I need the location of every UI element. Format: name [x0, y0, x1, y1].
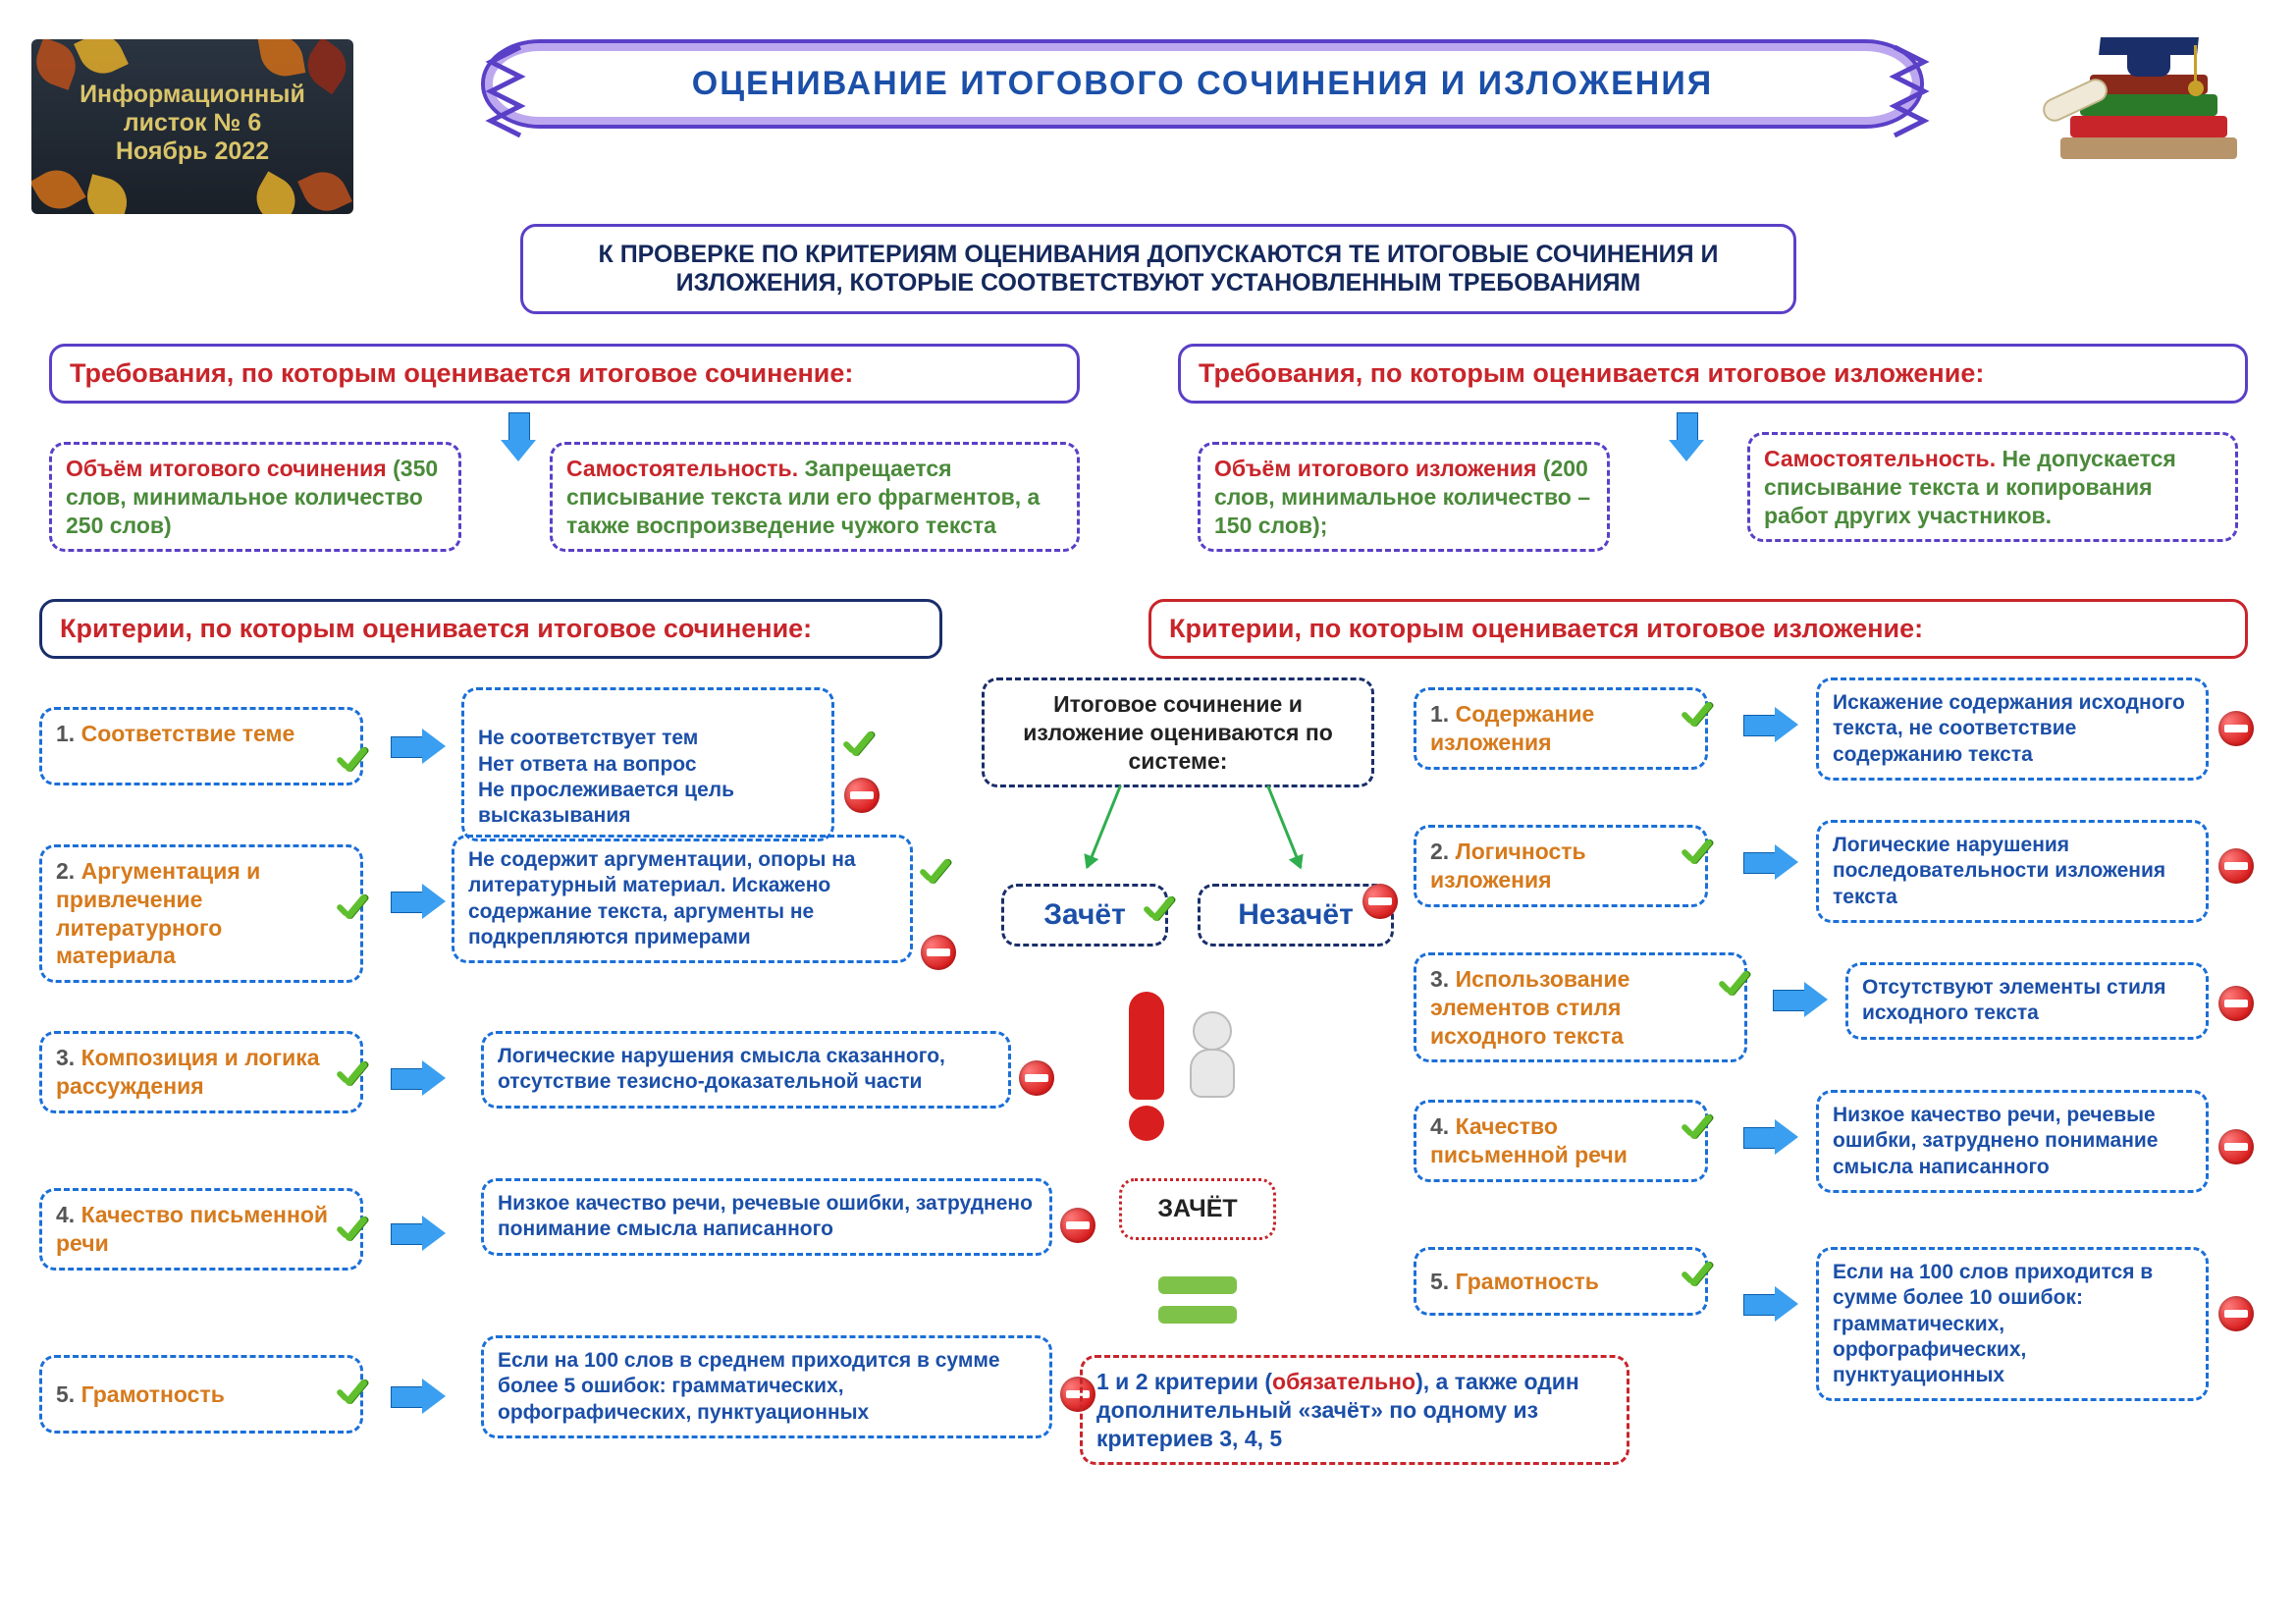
left-c2: 2. Аргументация и привлечение литературн…	[39, 844, 363, 983]
badge-line1: Информационный	[41, 81, 344, 109]
check-icon	[330, 1056, 373, 1100]
check-icon	[836, 727, 880, 770]
right-c2-fail: Логические нарушения последовательности …	[1816, 820, 2209, 923]
info-badge: Информационный листок № 6 Ноябрь 2022	[31, 39, 353, 214]
center-zachet: ЗАЧЁТ	[1119, 1178, 1276, 1240]
check-icon	[1675, 835, 1718, 878]
left-c5: 5. Грамотность	[39, 1355, 363, 1434]
ribbon-left-zigzag	[461, 37, 530, 155]
equals-icon	[1158, 1276, 1237, 1294]
check-icon	[1675, 1257, 1718, 1300]
right-c1-fail: Искажение содержания исходного текста, н…	[1816, 677, 2209, 781]
right-volume-box: Объём итогового изложения (200 слов, мин…	[1198, 442, 1610, 552]
left-c4-fail: Низкое качество речи, речевые ошибки, за…	[481, 1178, 1052, 1256]
left-c1: 1. Соответствие теме	[39, 707, 363, 785]
center-rule: 1 и 2 критерии (обязательно), а также од…	[1080, 1355, 1629, 1465]
right-c2: 2. Логичность изложения	[1414, 825, 1708, 907]
noentry-icon	[2218, 711, 2254, 746]
left-req-title: Требования, по которым оценивается итого…	[49, 344, 1080, 404]
check-icon	[913, 854, 956, 897]
check-icon	[330, 742, 373, 785]
right-crit-title: Критерии, по которым оценивается итогово…	[1148, 599, 2248, 659]
right-c5-fail: Если на 100 слов приходится в сумме боле…	[1816, 1247, 2209, 1401]
right-c3-fail: Отсутствуют элементы стиля исходного тек…	[1845, 962, 2209, 1040]
left-c5-fail: Если на 100 слов в среднем приходится в …	[481, 1335, 1052, 1438]
check-icon	[1712, 966, 1755, 1009]
left-c2-fail: Не содержит аргументации, опоры на литер…	[452, 835, 913, 963]
noentry-icon	[2218, 848, 2254, 884]
page-title: ОЦЕНИВАНИЕ ИТОГОВОГО СОЧИНЕНИЯ И ИЗЛОЖЕН…	[692, 65, 1713, 102]
noentry-icon	[1362, 884, 1398, 919]
intro-text: К ПРОВЕРКЕ ПО КРИТЕРИЯМ ОЦЕНИВАНИЯ ДОПУС…	[598, 241, 1718, 297]
noentry-icon	[1019, 1060, 1054, 1096]
right-c4-fail: Низкое качество речи, речевые ошибки, за…	[1816, 1090, 2209, 1193]
left-crit-title: Критерии, по которым оценивается итогово…	[39, 599, 942, 659]
badge-line2: листок № 6	[41, 109, 344, 137]
ribbon-right-zigzag	[1885, 37, 1953, 155]
equals-icon	[1158, 1306, 1237, 1324]
check-icon	[330, 1375, 373, 1418]
exclamation-icon	[1129, 992, 1164, 1100]
left-c1-fail: Не соответствует тем Нет ответа на вопро…	[461, 687, 834, 841]
noentry-icon	[2218, 986, 2254, 1021]
check-icon	[330, 890, 373, 933]
right-c3: 3. Использование элементов стиля исходно…	[1414, 952, 1747, 1062]
intro-box: К ПРОВЕРКЕ ПО КРИТЕРИЯМ ОЦЕНИВАНИЯ ДОПУС…	[520, 224, 1796, 314]
title-ribbon: ОЦЕНИВАНИЕ ИТОГОВОГО СОЧИНЕНИЯ И ИЗЛОЖЕН…	[481, 39, 1924, 129]
check-icon	[330, 1212, 373, 1255]
left-c3: 3. Композиция и логика рассуждения	[39, 1031, 363, 1113]
right-req-title: Требования, по которым оценивается итого…	[1178, 344, 2248, 404]
left-c3-fail: Логические нарушения смысла сказанного, …	[481, 1031, 1011, 1109]
check-icon	[1137, 892, 1180, 935]
noentry-icon	[2218, 1296, 2254, 1331]
noentry-icon	[1060, 1208, 1095, 1243]
left-ind-red: Самостоятельность.	[566, 456, 798, 481]
check-icon	[1675, 697, 1718, 740]
right-c5: 5. Грамотность	[1414, 1247, 1708, 1316]
center-system: Итоговое сочинение и изложение оценивают…	[982, 677, 1374, 787]
right-c4: 4. Качество письменной речи	[1414, 1100, 1708, 1182]
badge-line3: Ноябрь 2022	[41, 137, 344, 166]
books-icon	[2021, 20, 2267, 216]
noentry-icon	[921, 935, 956, 970]
right-c1: 1. Содержание изложения	[1414, 687, 1708, 770]
left-vol-red: Объём итогового сочинения	[66, 456, 387, 481]
left-independence-box: Самостоятельность. Запрещается списывани…	[550, 442, 1080, 552]
check-icon	[1675, 1110, 1718, 1153]
noentry-icon	[844, 778, 880, 813]
right-independence-box: Самостоятельность. Не допускается списыв…	[1747, 432, 2238, 542]
left-c4: 4. Качество письменной речи	[39, 1188, 363, 1271]
thin-arrow-icon	[1266, 785, 1302, 868]
thin-arrow-icon	[1086, 785, 1121, 868]
noentry-icon	[2218, 1129, 2254, 1164]
left-volume-box: Объём итогового сочинения (350 слов, мин…	[49, 442, 461, 552]
person-icon	[1178, 1011, 1247, 1110]
